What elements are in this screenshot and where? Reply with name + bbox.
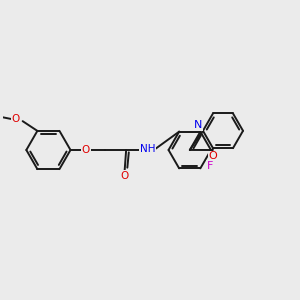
Text: N: N [194,120,202,130]
Text: O: O [82,145,90,155]
Text: O: O [12,113,20,124]
Text: O: O [121,171,129,181]
Text: O: O [208,152,217,161]
Text: F: F [207,161,213,171]
Text: NH: NH [140,144,155,154]
